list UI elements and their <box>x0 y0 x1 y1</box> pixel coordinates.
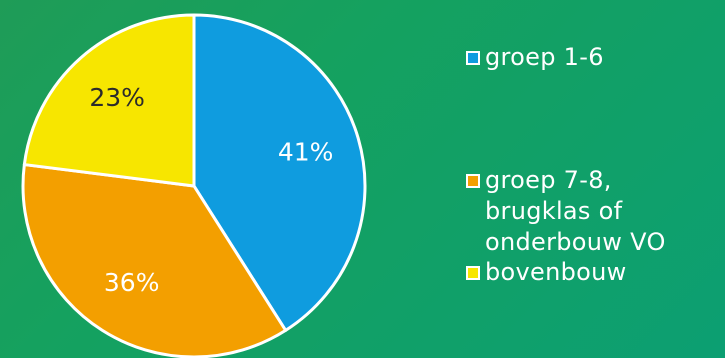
pie-label-groep-7-8: 36% <box>104 268 160 297</box>
legend-item-groep-7-8: groep 7-8, brugklas of onderbouw VO <box>466 165 666 258</box>
pie-label-groep-1-6: 41% <box>278 138 334 167</box>
pie-slice-bovenbouw <box>22 13 196 188</box>
pie-label-bovenbouw: 23% <box>89 83 145 112</box>
legend-label-groep-7-8: groep 7-8, brugklas of onderbouw VO <box>485 166 666 256</box>
legend-swatch-groep-1-6 <box>466 51 480 65</box>
legend-item-bovenbouw: bovenbouw <box>466 257 627 288</box>
legend-item-groep-1-6: groep 1-6 <box>466 42 604 73</box>
legend-label-bovenbouw: bovenbouw <box>485 258 627 286</box>
legend-swatch-groep-7-8 <box>466 174 480 188</box>
legend-label-groep-1-6: groep 1-6 <box>485 43 604 71</box>
pie-slice-groep-7-8 <box>21 163 288 358</box>
legend-swatch-bovenbouw <box>466 266 480 280</box>
chart-legend: groep 1-6 groep 7-8, brugklas of onderbo… <box>466 0 725 358</box>
